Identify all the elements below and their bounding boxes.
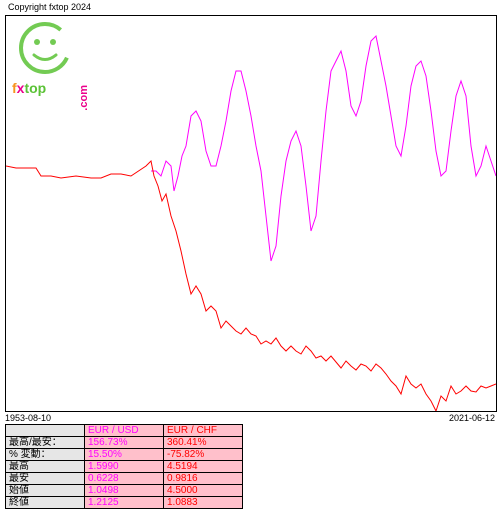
row-label: 最安 <box>6 473 85 485</box>
logo-top: top <box>24 80 46 96</box>
row-value-2: 360.41% <box>164 437 243 449</box>
line-eur-usd <box>151 36 496 261</box>
x-axis-start: 1953-08-10 <box>5 413 51 423</box>
logo-brand-text: fxtop <box>12 80 46 96</box>
table-row: 最安0.62280.9816 <box>6 473 243 485</box>
header-eur-chf: EUR / CHF <box>164 425 243 437</box>
row-value-2: 0.9816 <box>164 473 243 485</box>
row-value-1: 1.0498 <box>85 485 164 497</box>
row-value-2: 4.5000 <box>164 485 243 497</box>
row-label: % 変動： <box>6 449 85 461</box>
table-row: 始値1.04984.5000 <box>6 485 243 497</box>
row-value-1: 0.6228 <box>85 473 164 485</box>
row-value-1: 156.73% <box>85 437 164 449</box>
table-row: 最高/最安：156.73%360.41% <box>6 437 243 449</box>
line-eur-chf <box>6 161 496 411</box>
header-empty <box>6 425 85 437</box>
logo-side-text: .com <box>78 85 90 111</box>
row-value-1: 15.50% <box>85 449 164 461</box>
row-label: 始値 <box>6 485 85 497</box>
row-label: 最高 <box>6 461 85 473</box>
header-eur-usd: EUR / USD <box>85 425 164 437</box>
row-value-1: 1.5990 <box>85 461 164 473</box>
row-value-2: 1.0883 <box>164 497 243 509</box>
row-label: 最高/最安： <box>6 437 85 449</box>
row-value-1: 1.2125 <box>85 497 164 509</box>
copyright-text: Copyright fxtop 2024 <box>8 2 91 12</box>
table-body: 最高/最安：156.73%360.41%% 変動：15.50%-75.82%最高… <box>6 437 243 509</box>
table-header-row: EUR / USD EUR / CHF <box>6 425 243 437</box>
table-row: % 変動：15.50%-75.82% <box>6 449 243 461</box>
stats-table: EUR / USD EUR / CHF 最高/最安：156.73%360.41%… <box>5 424 243 509</box>
row-label: 終値 <box>6 497 85 509</box>
x-axis-end: 2021-06-12 <box>449 413 495 423</box>
row-value-2: 4.5194 <box>164 461 243 473</box>
row-value-2: -75.82% <box>164 449 243 461</box>
table-row: 終値1.21251.0883 <box>6 497 243 509</box>
table-row: 最高1.59904.5194 <box>6 461 243 473</box>
